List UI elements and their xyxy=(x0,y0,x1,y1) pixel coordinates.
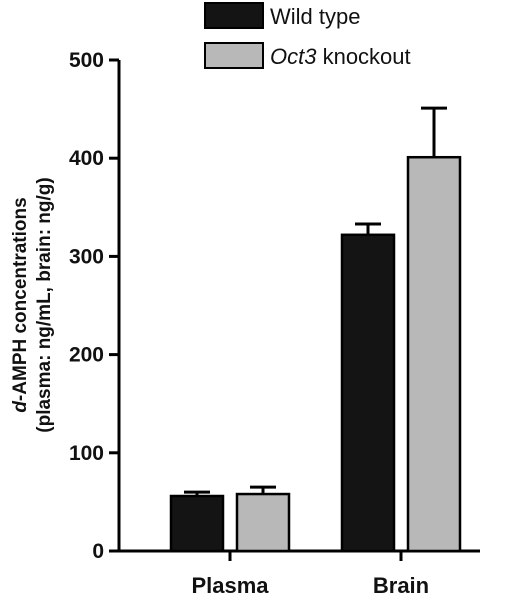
x-axis: Plasma Brain xyxy=(118,549,480,598)
y-tick-label: 400 xyxy=(69,147,104,170)
x-tick-label-brain: Brain xyxy=(373,573,429,598)
bar-plasma-0 xyxy=(169,494,225,553)
y-axis-label-line1: d-AMPH concentrations xyxy=(10,197,31,412)
legend-label-wild-type: Wild type xyxy=(270,4,360,29)
y-axis: 0 100 200 300 400 500 xyxy=(69,49,121,563)
bar-plasma-1 xyxy=(235,492,291,553)
bars xyxy=(169,106,462,553)
y-tick-label: 300 xyxy=(69,245,104,268)
y-tick-label: 200 xyxy=(69,344,104,367)
legend-item-wild-type: Wild type xyxy=(204,2,360,29)
bar-brain-1 xyxy=(406,155,462,553)
y-axis-label-line2: (plasma: ng/mL, brain: ng/g) xyxy=(34,177,55,432)
y-axis-label: d-AMPH concentrations (plasma: ng/mL, br… xyxy=(10,177,55,432)
y-tick-label: 500 xyxy=(69,49,104,72)
y-tick-label: 0 xyxy=(92,540,104,563)
legend: Wild type Oct3 knockout xyxy=(204,2,411,69)
bar-brain-0 xyxy=(340,233,396,553)
legend-swatch-wild-type xyxy=(204,2,264,29)
y-tick-label: 100 xyxy=(69,442,104,465)
legend-swatch-oct3-knockout xyxy=(204,42,264,69)
x-tick-label-plasma: Plasma xyxy=(191,573,269,598)
legend-label-oct3-knockout: Oct3 knockout xyxy=(270,44,411,69)
legend-item-oct3-knockout: Oct3 knockout xyxy=(204,42,411,69)
